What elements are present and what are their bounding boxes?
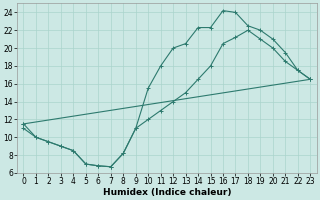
X-axis label: Humidex (Indice chaleur): Humidex (Indice chaleur) bbox=[103, 188, 231, 197]
